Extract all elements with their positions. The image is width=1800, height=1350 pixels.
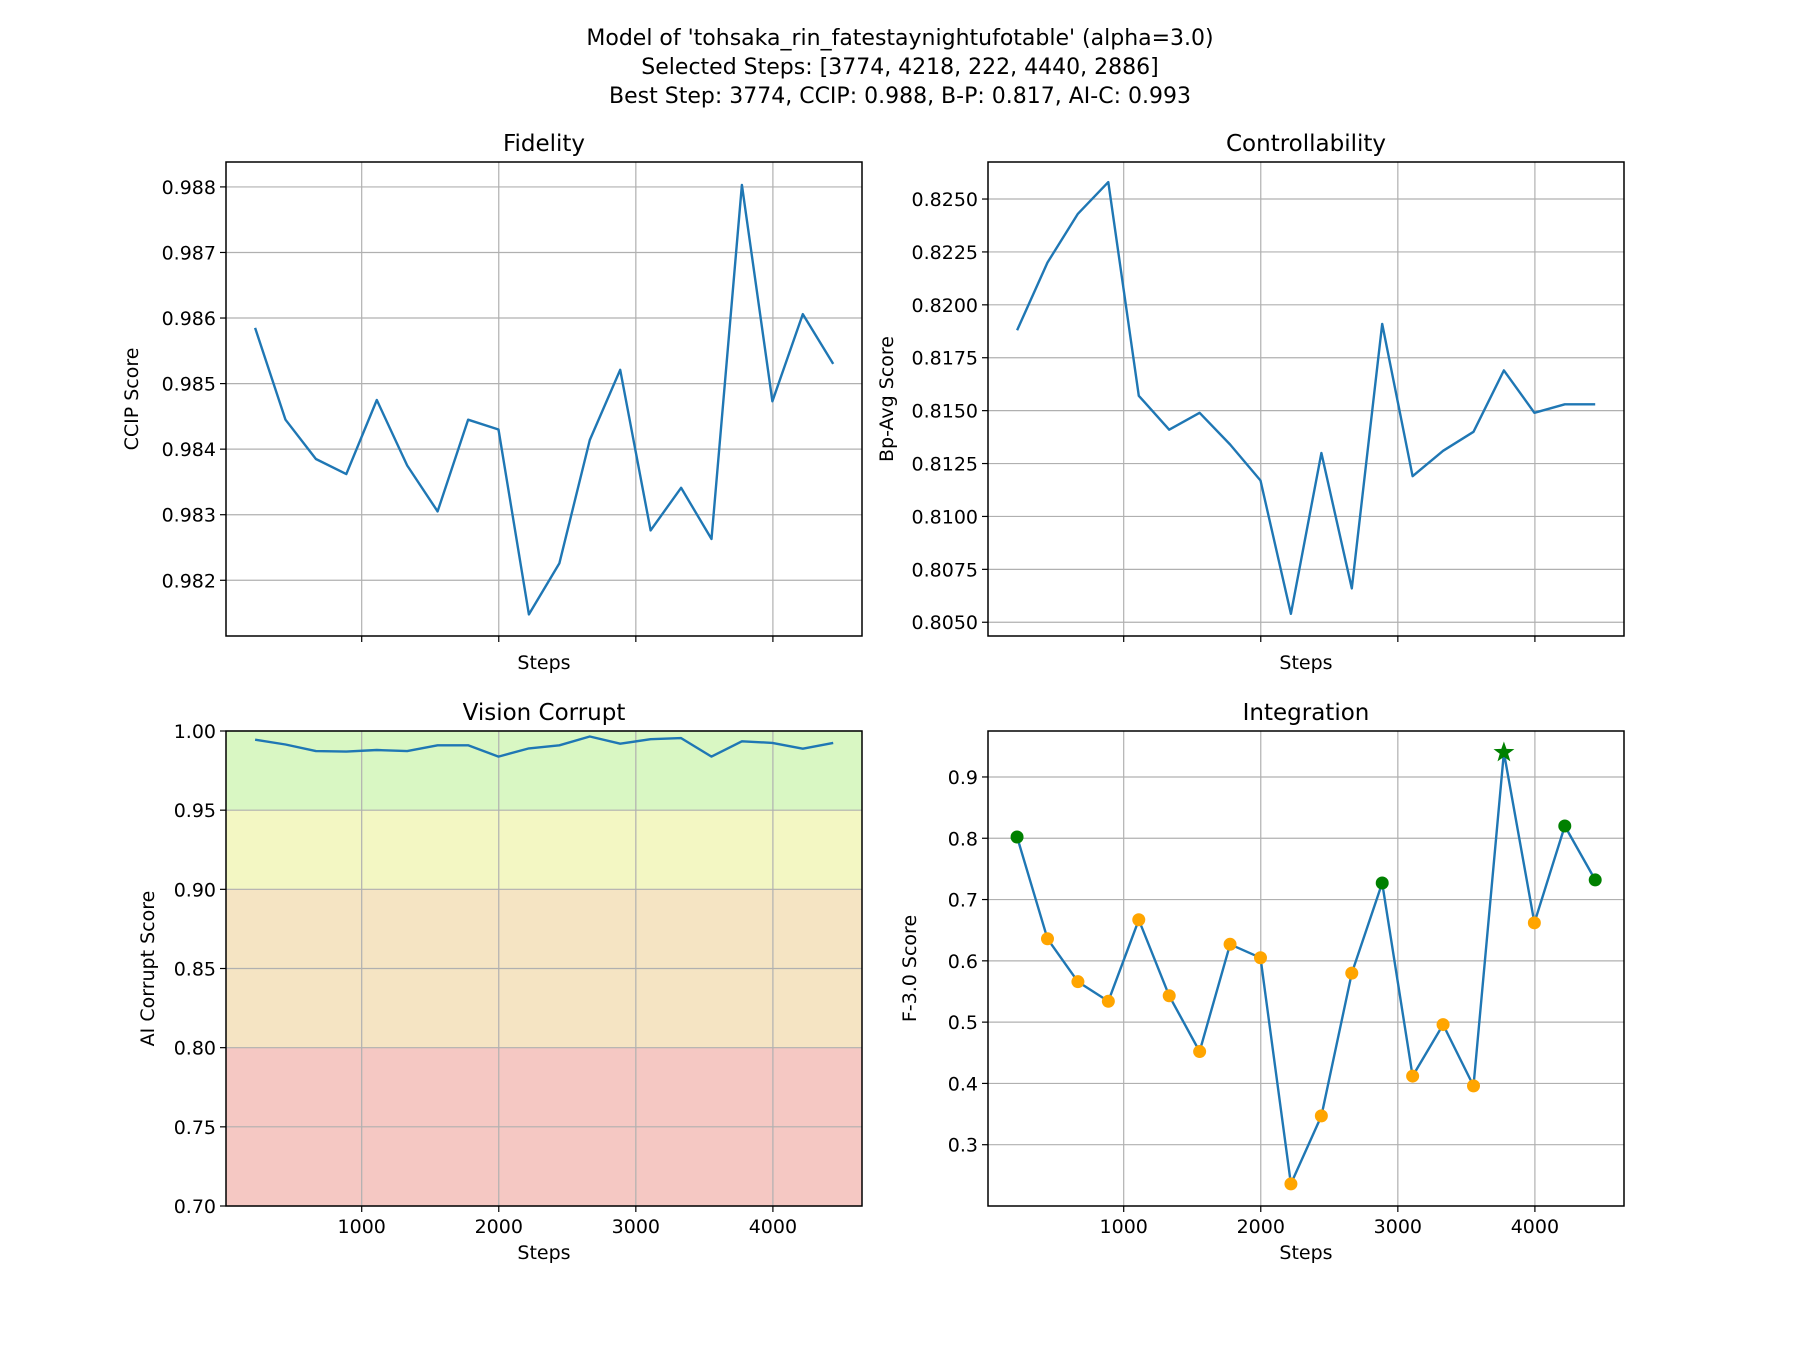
y-axis-label: Bp-Avg Score	[876, 336, 898, 462]
y-tick-label: 0.95	[174, 800, 216, 822]
selected-step-point	[1558, 819, 1572, 833]
chart-title: Fidelity	[503, 131, 585, 157]
y-tick-label: 0.75	[174, 1117, 216, 1139]
step-point	[1223, 937, 1237, 951]
figure-title-line-3: Best Step: 3774, CCIP: 0.988, B-P: 0.817…	[609, 84, 1191, 109]
chart-title: Controllability	[1226, 131, 1386, 157]
step-point	[1162, 989, 1176, 1003]
chart-title: Integration	[1243, 700, 1370, 726]
y-tick-label: 0.85	[174, 959, 216, 981]
step-point	[1466, 1079, 1480, 1093]
y-tick-label: 0.986	[162, 308, 216, 330]
y-tick-label: 0.8225	[912, 242, 978, 264]
axes-frame	[225, 161, 863, 637]
y-tick-label: 0.8075	[912, 559, 978, 581]
integration-chart: 1000 2000 3000 4000 0.3 0.4 0.5 0.6 0.7 0.8 0.9 Int…	[899, 700, 1625, 1264]
best-step-star-marker	[1493, 741, 1515, 762]
step-point	[1527, 916, 1541, 930]
y-tick-label: 0.6	[948, 951, 978, 973]
y-tick-label: 0.987	[162, 242, 216, 264]
step-point	[1284, 1177, 1298, 1191]
y-tick-label: 0.5	[948, 1012, 978, 1034]
y-tick-label: 0.9	[948, 767, 978, 789]
step-point	[1071, 975, 1085, 989]
y-tick-label: 0.4	[948, 1073, 978, 1095]
step-point	[1253, 951, 1267, 965]
fidelity-series-line	[253, 183, 835, 616]
y-tick-label: 0.80	[174, 1038, 216, 1060]
step-point	[1101, 994, 1115, 1008]
axes-frame	[987, 730, 1625, 1207]
selected-step-point	[1375, 876, 1389, 890]
integration-series-line	[1015, 751, 1597, 1186]
x-tick-label: 3000	[612, 1216, 660, 1238]
y-tick-label: 0.7	[948, 890, 978, 912]
selected-step-point	[1010, 830, 1024, 844]
y-tick-label: 0.90	[174, 879, 216, 901]
y-tick-label: 0.988	[162, 177, 216, 199]
y-tick-label: 0.985	[162, 374, 216, 396]
chart-title: Vision Corrupt	[463, 700, 626, 726]
fidelity-chart: 0.982 0.983 0.984 0.985 0.986 0.987 0.988 Fidel…	[121, 131, 863, 674]
score-band-1	[226, 810, 862, 890]
step-point	[1314, 1109, 1328, 1123]
step-point	[1345, 966, 1359, 980]
x-axis-label: Steps	[517, 652, 570, 674]
figure-title-line-2: Selected Steps: [3774, 4218, 222, 4440, …	[641, 55, 1158, 80]
x-tick-label: 4000	[749, 1216, 797, 1238]
y-tick-label: 0.3	[948, 1135, 978, 1157]
y-axis-label: AI Corrupt Score	[137, 891, 159, 1047]
step-point	[1436, 1018, 1450, 1032]
y-tick-label: 0.70	[174, 1196, 216, 1218]
axes-frame	[225, 730, 863, 1207]
score-band-0	[226, 731, 862, 811]
y-tick-label: 0.984	[162, 439, 216, 461]
step-point	[1406, 1069, 1420, 1083]
x-tick-label: 4000	[1511, 1216, 1559, 1238]
y-tick-label: 0.8050	[912, 612, 978, 634]
y-tick-label: 0.8200	[912, 295, 978, 317]
y-tick-label: 0.982	[162, 570, 216, 592]
x-tick-label: 2000	[475, 1216, 523, 1238]
step-point	[1132, 913, 1146, 927]
axes-frame	[987, 161, 1625, 637]
vision-corrupt-series-line	[254, 735, 834, 758]
y-axis-label: CCIP Score	[121, 348, 143, 451]
controllability-chart: 0.8050 0.8075 0.8100 0.8125 0.8150 0.8175 0.82…	[876, 131, 1625, 674]
step-point	[1193, 1045, 1207, 1059]
y-tick-label: 0.8125	[912, 454, 978, 476]
x-tick-label: 1000	[338, 1216, 386, 1238]
vision-corrupt-chart: 1000 2000 3000 4000 0.70 0.75 0.80 0.85 0.90 0.95…	[137, 700, 863, 1264]
x-axis-label: Steps	[1279, 1242, 1332, 1264]
selected-step-point	[1588, 873, 1602, 887]
y-tick-label: 0.8	[948, 828, 978, 850]
x-tick-label: 1000	[1100, 1216, 1148, 1238]
controllability-series-line	[1016, 180, 1596, 615]
figure-title-line-1: Model of 'tohsaka_rin_fatestaynightufota…	[586, 26, 1213, 51]
y-tick-label: 0.8250	[912, 189, 978, 211]
y-tick-label: 1.00	[174, 721, 216, 743]
y-axis-label: F-3.0 Score	[899, 915, 921, 1022]
x-tick-label: 2000	[1237, 1216, 1285, 1238]
x-tick-label: 3000	[1374, 1216, 1422, 1238]
y-tick-label: 0.8150	[912, 401, 978, 423]
figure-title: Model of 'tohsaka_rin_fatestaynightufota…	[586, 26, 1213, 109]
y-tick-label: 0.8100	[912, 506, 978, 528]
x-axis-label: Steps	[517, 1242, 570, 1264]
x-axis-label: Steps	[1279, 652, 1332, 674]
y-tick-label: 0.983	[162, 505, 216, 527]
step-point	[1040, 932, 1054, 946]
y-tick-label: 0.8175	[912, 348, 978, 370]
